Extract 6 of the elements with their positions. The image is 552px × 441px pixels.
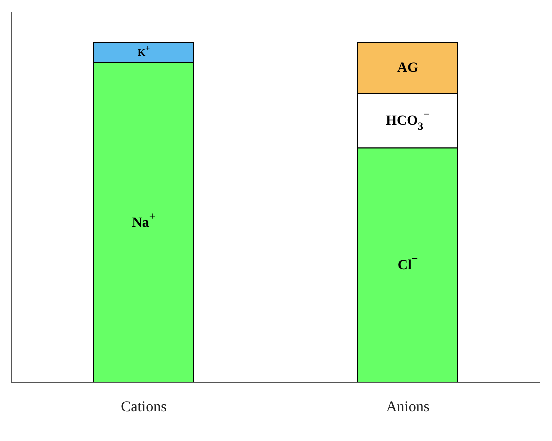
series-label: AG <box>398 60 419 76</box>
x-tick-label: Anions <box>386 400 430 416</box>
series-label: K$^{+}$ <box>138 44 151 58</box>
x-tick-label: Cations <box>121 400 168 416</box>
series-label: Na$^{+}$ <box>132 211 156 231</box>
series-label: Cl$^{−}$ <box>398 254 418 274</box>
